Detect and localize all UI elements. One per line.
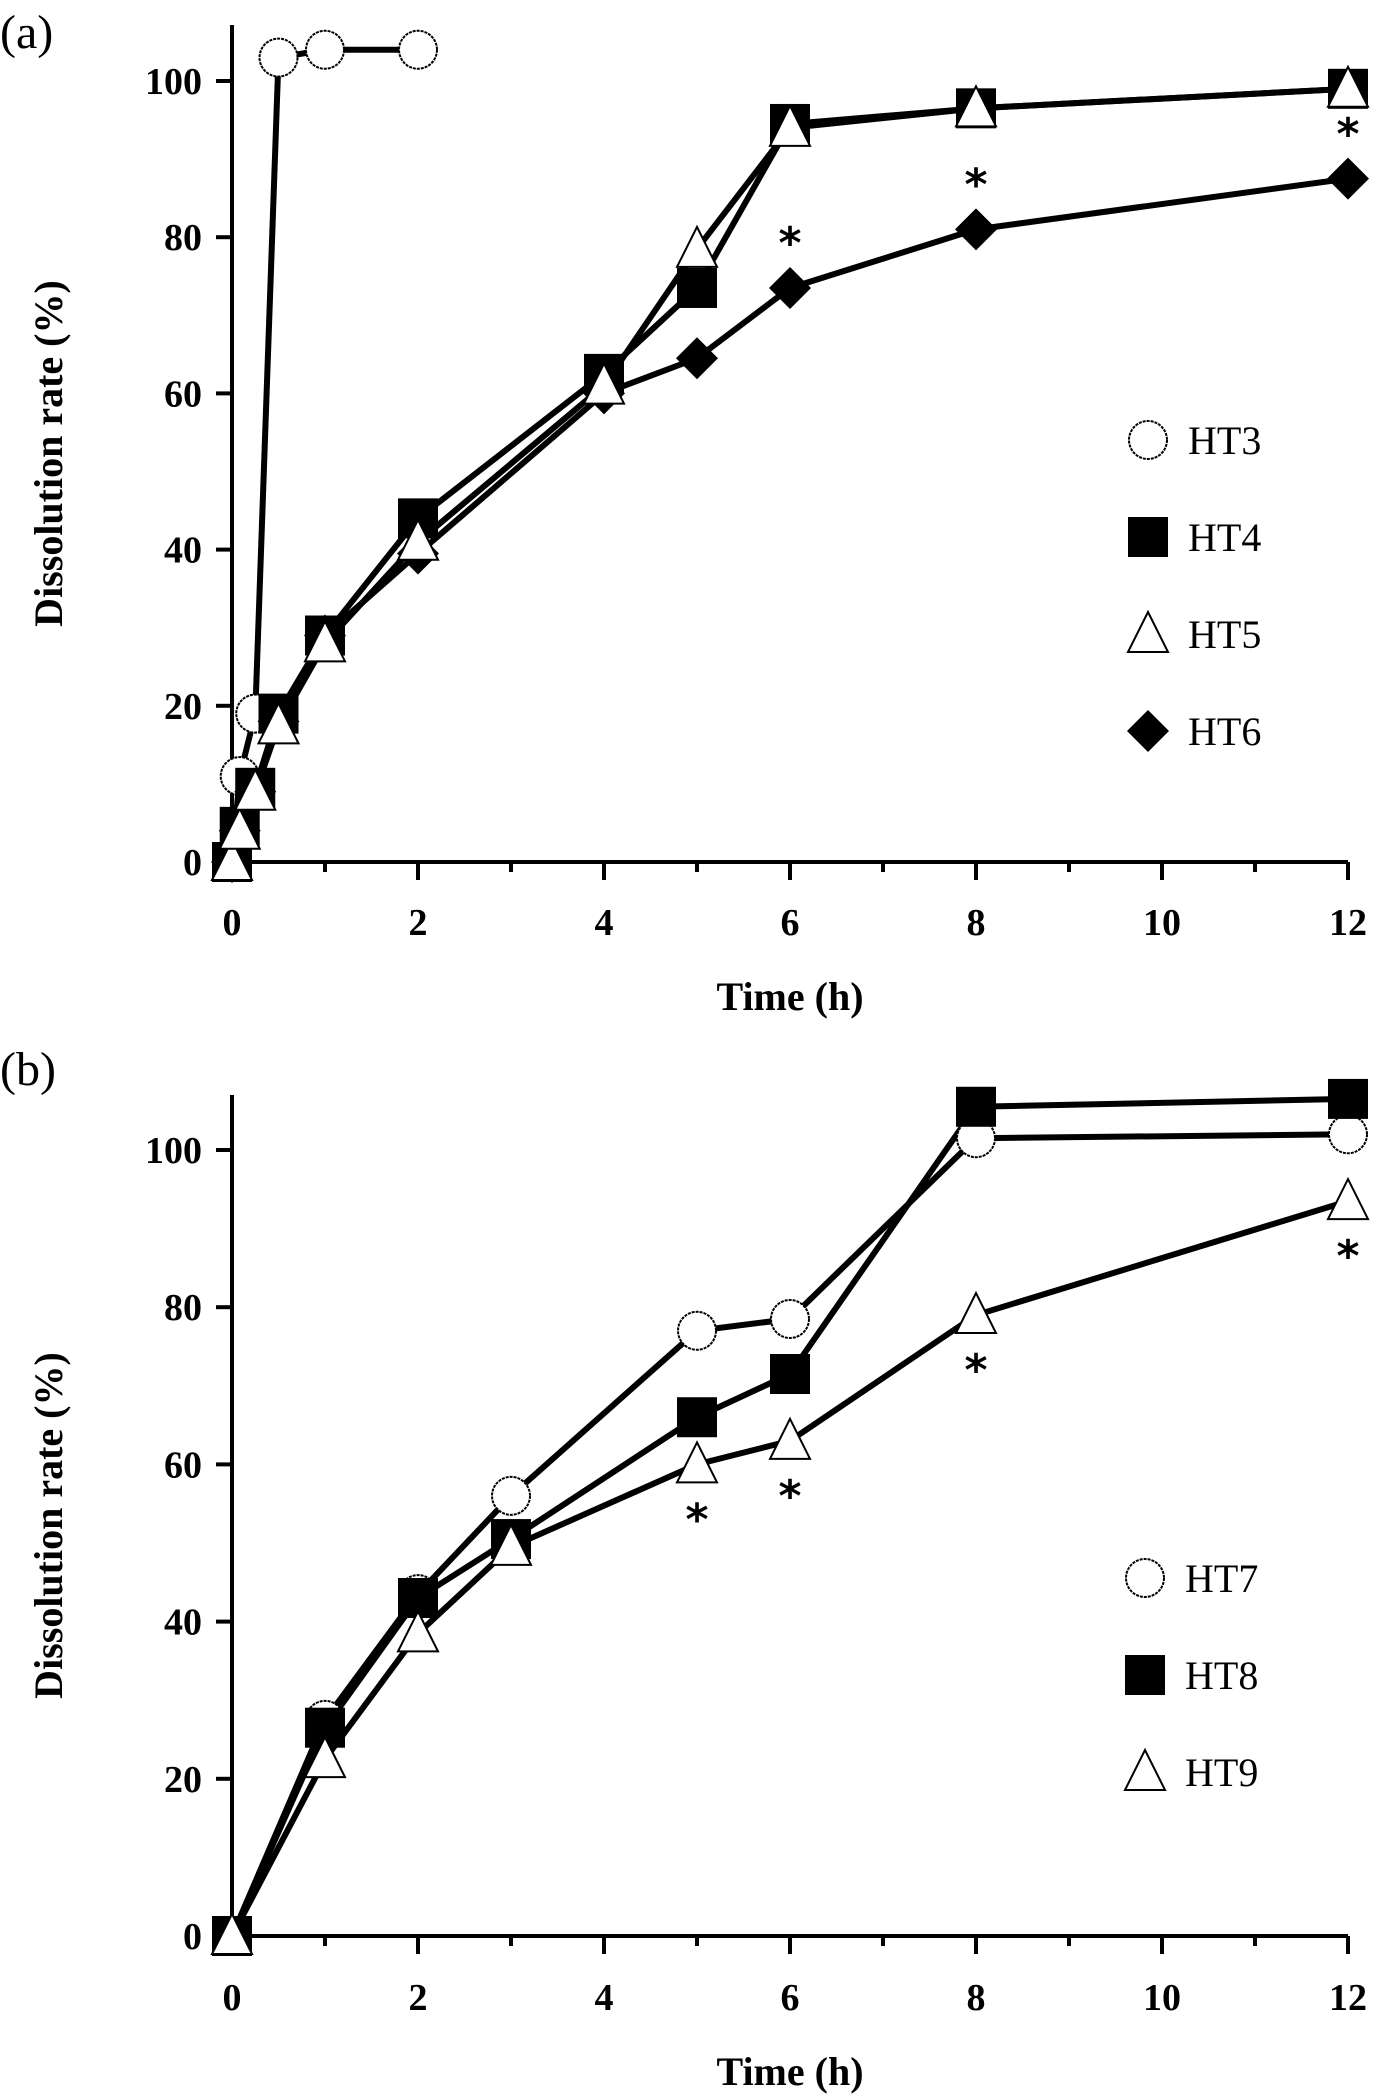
data-point-ht7 — [1328, 1114, 1368, 1155]
x-axis-title: Time (h) — [716, 2049, 863, 2094]
data-point-ht4 — [677, 267, 717, 308]
x-tick-label: 8 — [967, 902, 986, 944]
significance-star: * — [778, 1471, 801, 1522]
data-point-ht5 — [675, 224, 719, 268]
data-point-ht5 — [233, 767, 277, 811]
series-line-ht8 — [229, 1095, 1349, 1938]
legend-label-ht4: HT4 — [1188, 515, 1261, 560]
data-point-ht7 — [491, 1475, 531, 1516]
x-tick-label: 12 — [1329, 902, 1367, 944]
significance-star: * — [964, 1345, 987, 1396]
y-axis-title: Dissolution rate (%) — [26, 280, 71, 627]
data-point-ht9 — [396, 1609, 440, 1653]
data-point-ht5 — [1326, 64, 1370, 108]
legend-label-ht7: HT7 — [1185, 1556, 1258, 1601]
legend-marker-ht6 — [1127, 710, 1169, 752]
panel-label: (b) — [0, 1043, 56, 1096]
y-tick-label: 0 — [183, 842, 202, 884]
x-tick-label: 6 — [781, 1977, 800, 2019]
x-axis-title: Time (h) — [716, 974, 863, 1019]
y-tick-label: 100 — [145, 1130, 202, 1172]
y-tick-label: 20 — [164, 686, 202, 728]
x-tick-label: 8 — [967, 1977, 986, 2019]
data-point-ht9 — [303, 1734, 347, 1779]
x-tick-label: 12 — [1329, 1977, 1367, 2019]
data-point-ht8 — [1328, 1078, 1368, 1119]
x-tick-label: 2 — [409, 902, 428, 944]
data-point-ht5 — [218, 806, 262, 850]
x-tick-label: 4 — [595, 1977, 614, 2019]
significance-star: * — [778, 218, 801, 269]
panel-label: (a) — [0, 6, 53, 59]
significance-star: * — [685, 1494, 708, 1545]
significance-star: * — [964, 159, 987, 210]
data-point-ht9 — [954, 1290, 998, 1335]
data-point-ht6 — [1327, 157, 1369, 200]
y-tick-label: 60 — [164, 373, 202, 415]
panel-b: (b) 0 20 40 60 80 100 0 2 4 6 8 10 12 Time (h) Dissolut… — [0, 1043, 1370, 2094]
y-tick-label: 100 — [145, 61, 202, 103]
y-tick-label: 80 — [164, 217, 202, 259]
data-point-ht9 — [675, 1440, 719, 1484]
x-tick-label: 0 — [223, 1977, 242, 2019]
legend-marker-ht9 — [1123, 1747, 1167, 1791]
legend-marker-ht5 — [1126, 609, 1170, 653]
data-point-ht8 — [956, 1086, 996, 1127]
data-point-ht5 — [768, 103, 812, 147]
significance-star: * — [1336, 1231, 1359, 1282]
y-tick-label: 0 — [183, 1916, 202, 1958]
x-tick-label: 6 — [781, 902, 800, 944]
series-line-ht5 — [229, 85, 1349, 863]
y-tick-label: 40 — [164, 1602, 202, 1644]
legend-marker-ht7 — [1125, 1558, 1165, 1598]
data-point-ht7 — [770, 1298, 810, 1339]
data-point-ht3 — [305, 29, 345, 70]
legend-marker-ht4 — [1128, 517, 1168, 557]
data-point-ht9 — [1326, 1176, 1370, 1221]
data-point-ht5 — [256, 701, 301, 745]
legend-label-ht3: HT3 — [1188, 418, 1261, 463]
x-tick-label: 0 — [223, 902, 242, 944]
legend-marker-ht3 — [1128, 420, 1168, 460]
data-point-ht9 — [210, 1911, 254, 1955]
data-point-ht9 — [489, 1522, 533, 1566]
x-tick-label: 10 — [1143, 902, 1181, 944]
y-axis-title: Dissolution rate (%) — [26, 1352, 71, 1699]
data-point-ht5 — [396, 517, 440, 561]
legend-label-ht6: HT6 — [1188, 709, 1261, 754]
significance-star: * — [1336, 109, 1359, 160]
series-line-ht4 — [229, 85, 1349, 863]
legend-marker-ht8 — [1125, 1655, 1165, 1695]
data-point-ht3 — [258, 37, 299, 78]
legend-label-ht9: HT9 — [1185, 1750, 1258, 1795]
legend-label-ht5: HT5 — [1188, 612, 1261, 657]
y-tick-label: 40 — [164, 530, 202, 572]
panel-a: (a) 0 20 40 60 80 100 0 2 4 6 8 10 12 Time (h) Dissolut… — [0, 6, 1370, 1019]
data-point-ht8 — [770, 1354, 810, 1395]
data-point-ht7 — [677, 1310, 717, 1351]
data-point-ht5 — [582, 361, 626, 405]
data-point-ht5 — [954, 84, 998, 128]
x-tick-label: 2 — [409, 1977, 428, 2019]
x-tick-label: 4 — [595, 902, 614, 944]
y-tick-label: 60 — [164, 1444, 202, 1486]
x-tick-label: 10 — [1143, 1977, 1181, 2019]
data-point-ht5 — [210, 837, 254, 881]
series-line-ht7 — [229, 1131, 1349, 1938]
data-point-ht8 — [677, 1397, 717, 1438]
data-point-ht6 — [676, 337, 718, 380]
y-tick-label: 20 — [164, 1759, 202, 1801]
data-point-ht9 — [768, 1416, 812, 1460]
data-point-ht3 — [398, 29, 438, 70]
y-tick-label: 80 — [164, 1287, 202, 1329]
legend-label-ht8: HT8 — [1185, 1653, 1258, 1698]
data-point-ht6 — [955, 208, 997, 251]
data-point-ht5 — [303, 619, 347, 663]
data-point-ht6 — [769, 266, 811, 309]
